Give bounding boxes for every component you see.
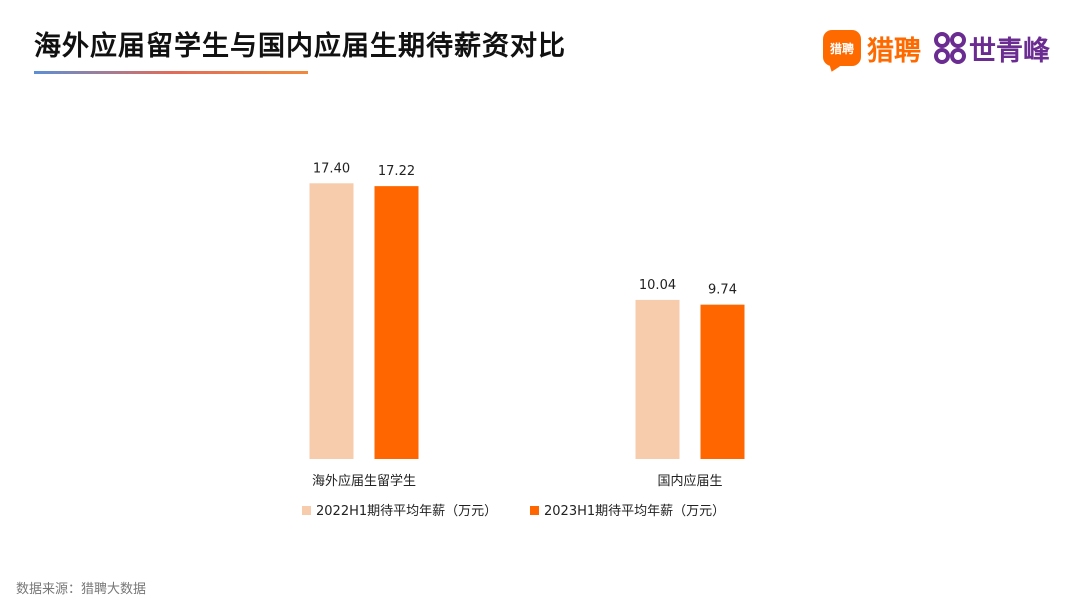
bar-1-1 [700, 304, 745, 459]
legend-label-0: 2022H1期待平均年薪（万元） [316, 504, 497, 519]
page-title: 海外应届留学生与国内应届生期待薪资对比 [34, 31, 566, 62]
legend-swatch-1 [530, 506, 539, 515]
category-label-1: 国内应届生 [657, 473, 722, 489]
bar-0-0 [309, 183, 354, 459]
data-label-0-1: 17.22 [378, 164, 415, 179]
shiqingfeng-brand-text: 世青峰 [969, 35, 1050, 67]
data-source: 数据来源：猎聘大数据 [16, 582, 147, 597]
legend-swatch-0 [302, 506, 311, 515]
data-label-1-0: 10.04 [639, 278, 676, 293]
bar-0-1 [374, 186, 419, 460]
title-underline [34, 71, 308, 74]
legend-label-1: 2023H1期待平均年薪（万元） [544, 504, 725, 519]
liepin-brand-text: 猎聘 [867, 35, 921, 67]
liepin-logo-icon: 猎聘 [823, 30, 861, 66]
liepin-badge-text: 猎聘 [829, 41, 854, 56]
data-label-0-0: 17.40 [313, 161, 350, 176]
category-label-0: 海外应届生留学生 [312, 473, 416, 489]
bar-1-0 [635, 299, 680, 459]
brand-logos: 猎聘 猎聘 世青峰 [823, 28, 1050, 68]
shiqingfeng-logo-icon [934, 32, 966, 64]
data-label-1-1: 9.74 [708, 283, 737, 298]
